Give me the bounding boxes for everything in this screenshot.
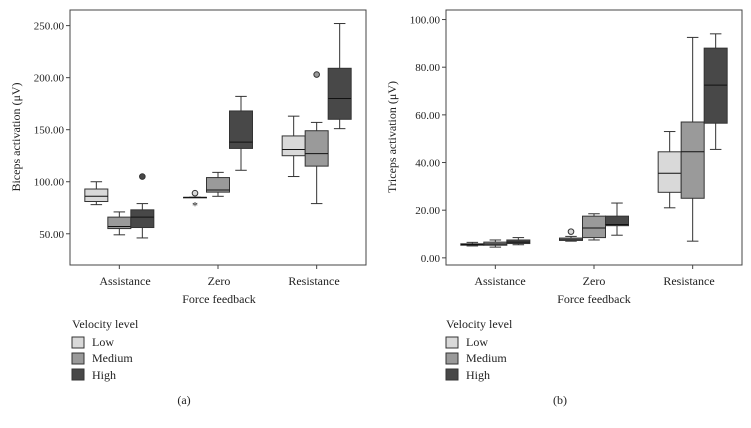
box-medium-zero: [206, 171, 230, 197]
y-tick-label: 100.00: [410, 15, 441, 27]
legend-swatch-medium: [445, 352, 459, 365]
legend-label-medium: Medium: [92, 351, 133, 365]
legend-label-high: High: [92, 368, 116, 382]
category-label: Assistance: [474, 274, 525, 288]
box-medium-assistance: [483, 239, 508, 248]
category-label: Resistance: [288, 274, 339, 288]
box-low-assistance: [460, 241, 485, 247]
box-low-zero: [559, 228, 583, 242]
box-iqr: [304, 130, 329, 167]
y-tick-label: 20.00: [415, 205, 440, 217]
legend-swatch-low: [445, 336, 459, 349]
y-tick-label: 0.00: [421, 253, 441, 265]
box-medium-resistance: [680, 36, 705, 242]
y-tick-label: 150.00: [34, 125, 65, 137]
chart-panel-a: 50.00 100.00 150.00 200.00 250.00 * Biceps a…: [9, 9, 367, 407]
box-iqr: [327, 67, 352, 120]
category-label: Zero: [583, 274, 606, 288]
box-iqr: [657, 151, 682, 193]
box-low-resistance: [657, 131, 682, 209]
y-tick-label: 40.00: [415, 158, 440, 170]
box-medium-zero: [582, 213, 606, 241]
y-axis-title: Triceps activation (μV): [385, 81, 399, 193]
box-iqr: [281, 135, 306, 157]
outlier-star: *: [192, 199, 198, 213]
y-axis-title: Biceps activation (μV): [9, 82, 23, 191]
box-high-assistance: [506, 237, 531, 246]
legend-swatch-high: [445, 368, 459, 381]
legend: Velocity level Low Medium High: [71, 317, 139, 382]
legend: Velocity level Low Medium High: [445, 317, 513, 382]
box-high-resistance: [703, 33, 728, 150]
panel-label: (b): [553, 393, 567, 407]
outlier-point: [139, 173, 146, 180]
x-axis-title: Force feedback: [182, 292, 256, 306]
y-tick-label: 80.00: [415, 62, 440, 74]
legend-title: Velocity level: [72, 317, 139, 331]
x-axis-title: Force feedback: [557, 292, 631, 306]
box-low-resistance: [281, 115, 306, 178]
legend-label-medium: Medium: [466, 351, 507, 365]
box-high-zero: [605, 202, 629, 236]
legend-title: Velocity level: [446, 317, 513, 331]
y-tick-label: 250.00: [34, 21, 65, 33]
outlier-point: [191, 189, 199, 197]
legend-label-low: Low: [466, 335, 488, 349]
box-iqr: [703, 47, 728, 124]
outlier-point: [567, 228, 575, 235]
legend-label-high: High: [466, 368, 490, 382]
category-label: Zero: [208, 274, 231, 288]
box-high-zero: [229, 95, 253, 171]
box-low-zero: *: [183, 189, 207, 213]
legend-swatch-low: [71, 336, 85, 349]
legend-label-low: Low: [92, 335, 114, 349]
box-iqr: [130, 209, 155, 229]
panel-label: (a): [177, 393, 190, 407]
box-iqr: [582, 215, 606, 239]
box-iqr: [605, 215, 629, 227]
box-iqr: [680, 121, 705, 199]
legend-swatch-high: [71, 368, 85, 381]
legend-swatch-medium: [71, 352, 85, 365]
y-tick-label: 200.00: [34, 73, 65, 85]
box-iqr: [229, 110, 253, 149]
outlier-point: [313, 71, 320, 78]
box-medium-resistance: [304, 71, 329, 205]
y-tick-label: 100.00: [34, 177, 65, 189]
chart-panel-b: 0.00 20.00 40.00 60.00 80.00 100.00 Triceps a…: [385, 9, 743, 407]
box-medium-assistance: [107, 211, 132, 236]
y-tick-label: 50.00: [39, 229, 64, 241]
category-label: Assistance: [99, 274, 150, 288]
box-high-assistance: [130, 173, 155, 239]
box-iqr: [206, 177, 230, 193]
box-iqr: [84, 188, 109, 203]
category-label: Resistance: [663, 274, 714, 288]
y-tick-label: 60.00: [415, 110, 440, 122]
box-low-assistance: [84, 181, 109, 206]
box-high-resistance: [327, 23, 352, 130]
